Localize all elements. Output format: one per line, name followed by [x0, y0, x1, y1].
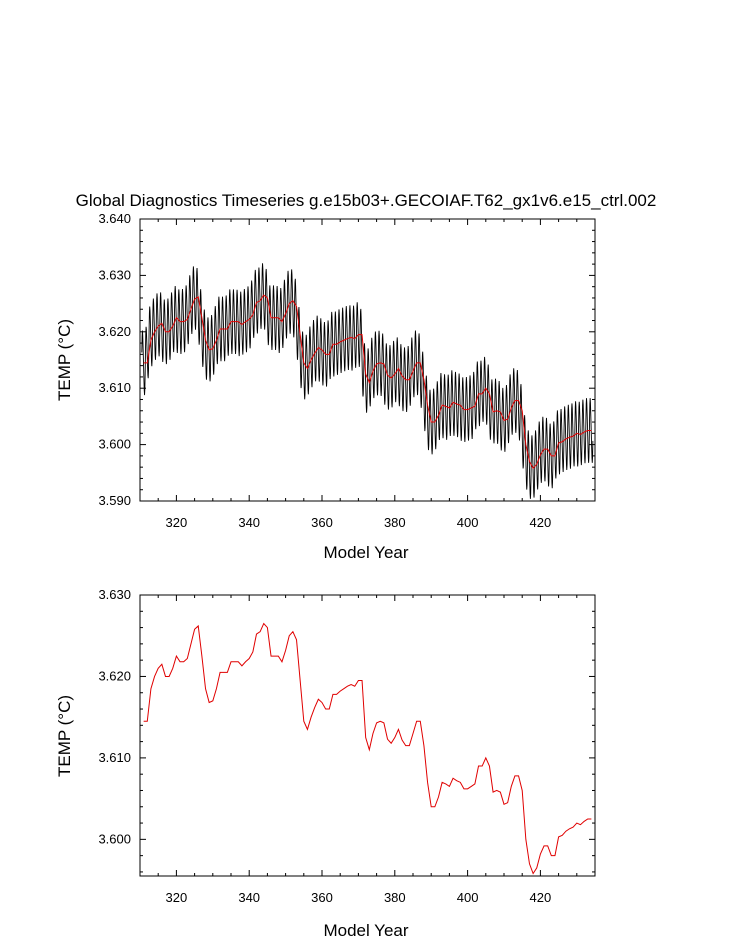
bottom-x-tick-label: 320 [166, 890, 188, 905]
top-y-tick-label: 3.600 [98, 437, 131, 452]
bottom-x-tick-label: 400 [457, 890, 479, 905]
bottom-ticks-group: 320 340 360 380 400 420 3.600 3.610 3.620 3.630 [98, 587, 596, 905]
monthly-series-line [141, 263, 594, 499]
bottom-y-tick-label: 3.630 [98, 587, 131, 602]
top-y-tick-label: 3.590 [98, 493, 131, 508]
top-ticks-group: 320 340 360 380 400 420 3.590 3.600 3.610 3.620 3.… [98, 211, 596, 530]
top-series-group [141, 263, 594, 499]
top-annual-mean-line [143, 294, 592, 470]
top-x-tick-label: 380 [384, 515, 406, 530]
chart-title: Global Diagnostics Timeseries g.e15b03+.… [76, 191, 657, 210]
top-x-tick-label: 420 [530, 515, 552, 530]
bottom-y-tick-label: 3.610 [98, 750, 131, 765]
bottom-x-axis-label: Model Year [323, 921, 408, 940]
bottom-x-tick-label: 340 [238, 890, 260, 905]
top-y-tick-label: 3.640 [98, 211, 131, 226]
bottom-series-group [143, 622, 592, 875]
bottom-y-tick-label: 3.620 [98, 668, 131, 683]
bottom-y-tick-label: 3.600 [98, 831, 131, 846]
bottom-x-tick-label: 360 [311, 890, 333, 905]
bottom-y-axis-label: TEMP (°C) [55, 695, 74, 777]
top-x-tick-label: 320 [166, 515, 188, 530]
top-panel: Global Diagnostics Timeseries g.e15b03+.… [55, 191, 656, 562]
top-x-tick-label: 400 [457, 515, 479, 530]
top-y-tick-label: 3.620 [98, 324, 131, 339]
bottom-x-tick-label: 420 [530, 890, 552, 905]
top-y-axis-label: TEMP (°C) [55, 319, 74, 401]
top-x-axis-label: Model Year [323, 543, 408, 562]
top-y-tick-label: 3.610 [98, 380, 131, 395]
bottom-annual-mean-line [143, 622, 592, 875]
top-x-tick-label: 360 [311, 515, 333, 530]
bottom-panel: 320 340 360 380 400 420 3.600 3.610 3.620 3.630 M… [55, 587, 596, 940]
top-y-tick-label: 3.630 [98, 267, 131, 282]
top-x-tick-label: 340 [238, 515, 260, 530]
top-plot-frame [139, 218, 596, 502]
bottom-x-tick-label: 380 [384, 890, 406, 905]
bottom-plot-frame [139, 594, 596, 877]
